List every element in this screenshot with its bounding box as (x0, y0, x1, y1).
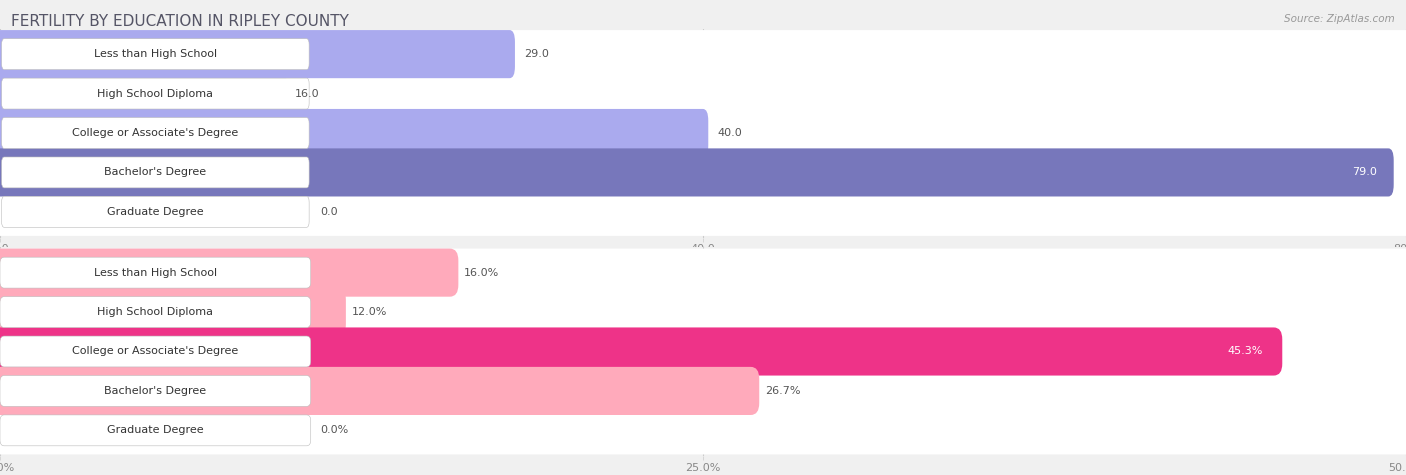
FancyBboxPatch shape (0, 336, 311, 367)
FancyBboxPatch shape (0, 30, 515, 78)
FancyBboxPatch shape (0, 367, 1406, 415)
Text: High School Diploma: High School Diploma (97, 307, 214, 317)
FancyBboxPatch shape (0, 109, 1406, 157)
FancyBboxPatch shape (0, 327, 1406, 376)
Text: 16.0: 16.0 (295, 88, 321, 99)
FancyBboxPatch shape (0, 367, 759, 415)
Text: 0.0%: 0.0% (321, 426, 349, 436)
FancyBboxPatch shape (0, 148, 1393, 197)
Text: 40.0: 40.0 (717, 128, 742, 138)
Text: Bachelor's Degree: Bachelor's Degree (104, 386, 207, 396)
FancyBboxPatch shape (0, 148, 1406, 197)
FancyBboxPatch shape (0, 415, 311, 446)
Text: 0.0: 0.0 (321, 207, 339, 217)
FancyBboxPatch shape (0, 69, 1406, 118)
Text: 16.0%: 16.0% (464, 267, 499, 277)
Text: FERTILITY BY EDUCATION IN RIPLEY COUNTY: FERTILITY BY EDUCATION IN RIPLEY COUNTY (11, 14, 349, 29)
Text: High School Diploma: High School Diploma (97, 88, 214, 99)
FancyBboxPatch shape (0, 69, 287, 118)
Text: Graduate Degree: Graduate Degree (107, 207, 204, 217)
FancyBboxPatch shape (0, 109, 709, 157)
Text: Bachelor's Degree: Bachelor's Degree (104, 167, 207, 178)
Text: 79.0: 79.0 (1353, 167, 1376, 178)
FancyBboxPatch shape (1, 78, 309, 109)
Text: 26.7%: 26.7% (765, 386, 800, 396)
Text: 29.0: 29.0 (524, 49, 548, 59)
FancyBboxPatch shape (1, 197, 309, 228)
FancyBboxPatch shape (0, 288, 346, 336)
FancyBboxPatch shape (1, 117, 309, 149)
Text: Source: ZipAtlas.com: Source: ZipAtlas.com (1284, 14, 1395, 24)
Text: 12.0%: 12.0% (352, 307, 387, 317)
FancyBboxPatch shape (0, 375, 311, 407)
FancyBboxPatch shape (1, 157, 309, 188)
FancyBboxPatch shape (0, 248, 1406, 297)
Text: Less than High School: Less than High School (94, 49, 217, 59)
FancyBboxPatch shape (1, 38, 309, 69)
Text: Less than High School: Less than High School (94, 267, 217, 277)
Text: College or Associate's Degree: College or Associate's Degree (72, 346, 239, 357)
FancyBboxPatch shape (0, 188, 1406, 236)
FancyBboxPatch shape (0, 288, 1406, 336)
Text: 45.3%: 45.3% (1227, 346, 1263, 357)
Text: Graduate Degree: Graduate Degree (107, 426, 204, 436)
FancyBboxPatch shape (0, 327, 1282, 376)
Text: College or Associate's Degree: College or Associate's Degree (72, 128, 239, 138)
FancyBboxPatch shape (0, 406, 1406, 455)
FancyBboxPatch shape (0, 257, 311, 288)
FancyBboxPatch shape (0, 296, 311, 328)
FancyBboxPatch shape (0, 30, 1406, 78)
FancyBboxPatch shape (0, 248, 458, 297)
